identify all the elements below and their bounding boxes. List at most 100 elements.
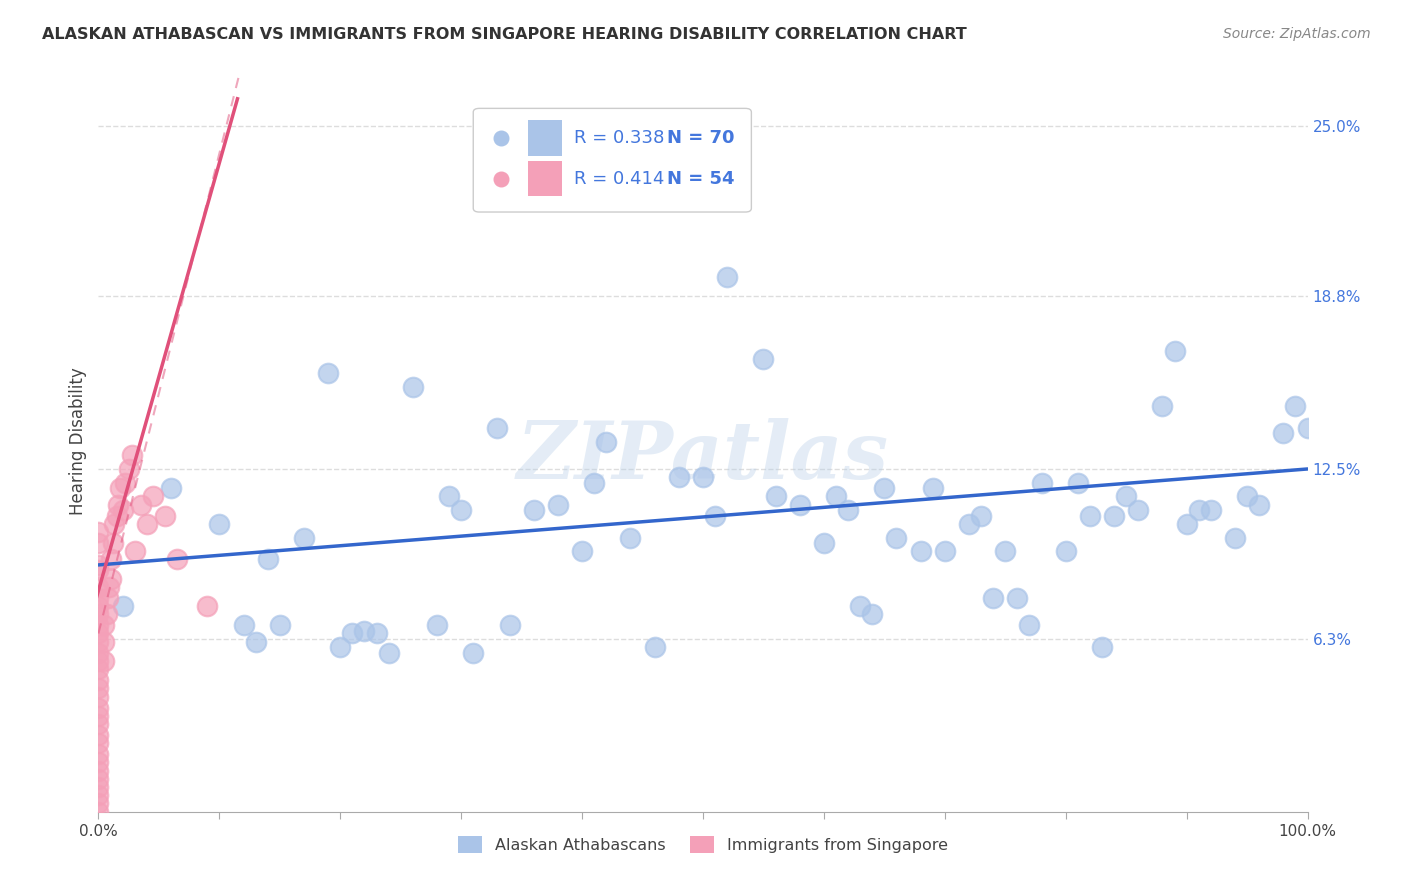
Point: [1152, 399, 1174, 413]
Point: [921, 481, 943, 495]
Point: [87, 591, 110, 605]
Legend: Alaskan Athabascans, Immigrants from Singapore: Alaskan Athabascans, Immigrants from Sin…: [453, 830, 953, 859]
Point: [256, 552, 278, 566]
Point: [87, 558, 110, 572]
Point: [316, 366, 339, 380]
Point: [934, 544, 956, 558]
Point: [166, 552, 188, 566]
Point: [114, 475, 136, 490]
Point: [1236, 489, 1258, 503]
Point: [583, 475, 606, 490]
Point: [619, 531, 641, 545]
Text: R = 0.338: R = 0.338: [574, 129, 664, 147]
Point: [100, 572, 122, 586]
Point: [87, 626, 110, 640]
Point: [342, 626, 364, 640]
Point: [87, 789, 110, 803]
Point: [813, 536, 835, 550]
Point: [87, 634, 110, 648]
Point: [668, 470, 690, 484]
Point: [402, 380, 425, 394]
Point: [97, 591, 120, 605]
Point: [692, 470, 714, 484]
Point: [752, 352, 775, 367]
Point: [87, 708, 110, 723]
Point: [1102, 508, 1125, 523]
Point: [1018, 618, 1040, 632]
Point: [426, 618, 449, 632]
Bar: [527, 161, 561, 196]
Point: [849, 599, 872, 613]
Point: [208, 516, 231, 531]
Point: [1078, 508, 1101, 523]
Point: [245, 634, 267, 648]
Point: [111, 599, 134, 613]
Point: [93, 654, 115, 668]
Point: [437, 489, 460, 503]
Point: [547, 498, 569, 512]
Point: [87, 524, 110, 539]
Point: [87, 662, 110, 676]
Point: [873, 481, 896, 495]
Point: [87, 780, 110, 794]
Point: [377, 646, 399, 660]
Point: [100, 552, 122, 566]
Point: [1272, 426, 1295, 441]
FancyBboxPatch shape: [474, 109, 751, 212]
Bar: [527, 120, 561, 156]
Point: [463, 646, 485, 660]
Point: [886, 531, 908, 545]
Point: [329, 640, 352, 655]
Point: [981, 591, 1004, 605]
Point: [108, 481, 131, 495]
Text: N = 54: N = 54: [666, 169, 734, 187]
Point: [101, 536, 124, 550]
Point: [87, 681, 110, 696]
Point: [1163, 344, 1185, 359]
Point: [523, 503, 546, 517]
Point: [103, 516, 125, 531]
Text: ALASKAN ATHABASCAN VS IMMIGRANTS FROM SINGAPORE HEARING DISABILITY CORRELATION C: ALASKAN ATHABASCAN VS IMMIGRANTS FROM SI…: [42, 27, 967, 42]
Point: [87, 654, 110, 668]
Point: [970, 508, 993, 523]
Point: [93, 618, 115, 632]
Point: [87, 764, 110, 778]
Point: [1175, 516, 1198, 531]
Point: [1249, 498, 1271, 512]
Point: [1067, 475, 1090, 490]
Point: [93, 634, 115, 648]
Text: R = 0.414: R = 0.414: [574, 169, 664, 187]
Point: [910, 544, 932, 558]
Point: [1054, 544, 1077, 558]
Point: [571, 544, 593, 558]
Point: [1128, 503, 1150, 517]
Point: [142, 489, 165, 503]
Point: [292, 531, 315, 545]
Point: [87, 618, 110, 632]
Text: ZIPatlas: ZIPatlas: [517, 417, 889, 495]
Point: [498, 618, 520, 632]
Point: [129, 498, 152, 512]
Point: [87, 580, 110, 594]
Point: [1091, 640, 1114, 655]
Point: [195, 599, 218, 613]
Point: [716, 270, 738, 285]
Point: [1199, 503, 1222, 517]
Point: [118, 462, 141, 476]
Point: [1031, 475, 1053, 490]
Point: [87, 607, 110, 622]
Point: [994, 544, 1017, 558]
Point: [87, 747, 110, 761]
Point: [87, 599, 110, 613]
Point: [87, 772, 110, 786]
Point: [105, 508, 128, 523]
Point: [87, 736, 110, 750]
Point: [366, 626, 388, 640]
Point: [87, 717, 110, 731]
Y-axis label: Hearing Disability: Hearing Disability: [69, 368, 87, 516]
Point: [111, 503, 134, 517]
Point: [87, 563, 110, 577]
Point: [135, 516, 157, 531]
Point: [1188, 503, 1211, 517]
Point: [704, 508, 727, 523]
